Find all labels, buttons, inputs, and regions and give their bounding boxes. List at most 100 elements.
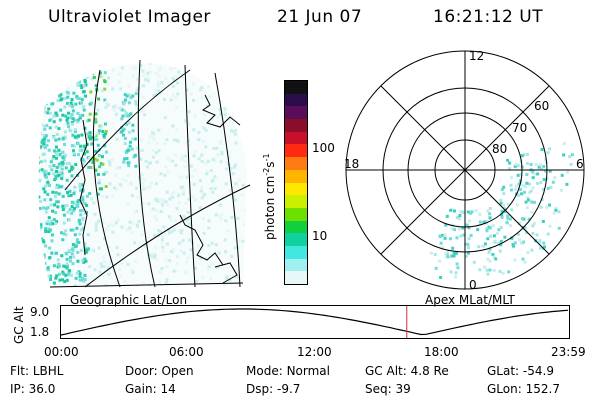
colorbar-band xyxy=(285,93,307,107)
emission-pixel xyxy=(529,189,533,193)
emission-pixel xyxy=(108,222,112,226)
emission-pixel xyxy=(77,97,81,101)
emission-pixel xyxy=(118,267,122,271)
emission-pixel xyxy=(74,276,78,280)
emission-pixel xyxy=(54,191,58,195)
emission-pixel xyxy=(452,228,456,232)
emission-pixel xyxy=(232,290,235,293)
emission-pixel xyxy=(467,226,471,230)
emission-pixel xyxy=(193,65,197,69)
emission-pixel xyxy=(520,192,524,196)
emission-pixel xyxy=(154,208,158,212)
emission-pixel xyxy=(88,137,92,141)
emission-pixel xyxy=(439,241,443,245)
emission-pixel xyxy=(45,82,49,86)
emission-pixel xyxy=(34,130,37,133)
emission-pixel xyxy=(542,241,546,245)
emission-pixel xyxy=(451,246,455,250)
emission-pixel xyxy=(54,79,58,83)
emission-pixel xyxy=(569,162,573,166)
emission-pixel xyxy=(103,237,107,241)
emission-pixel xyxy=(531,232,535,236)
emission-pixel xyxy=(464,242,468,246)
emission-pixel xyxy=(150,254,154,258)
emission-pixel xyxy=(193,114,197,118)
emission-pixel xyxy=(71,62,75,66)
emission-pixel xyxy=(38,140,42,144)
emission-pixel xyxy=(438,259,442,263)
emission-pixel xyxy=(155,182,159,186)
emission-pixel xyxy=(49,117,53,121)
emission-pixel xyxy=(78,66,82,70)
emission-pixel xyxy=(137,55,140,58)
emission-pixel xyxy=(218,81,222,85)
emission-pixel xyxy=(138,241,142,245)
emission-pixel xyxy=(202,231,206,235)
mlt-label-12: 12 xyxy=(469,49,484,63)
emission-pixel xyxy=(174,219,178,223)
emission-pixel xyxy=(60,171,64,175)
emission-pixel xyxy=(557,226,561,230)
emission-pixel xyxy=(125,228,129,232)
emission-pixel xyxy=(218,141,222,145)
emission-pixel xyxy=(100,265,104,269)
emission-pixel xyxy=(546,186,550,190)
emission-pixel xyxy=(158,68,162,72)
emission-pixel xyxy=(151,155,155,159)
emission-pixel xyxy=(501,203,505,207)
emission-pixel xyxy=(51,102,55,106)
emission-pixel xyxy=(507,270,511,274)
emission-pixel xyxy=(43,198,47,202)
emission-pixel xyxy=(220,152,224,156)
emission-pixel xyxy=(182,215,186,219)
time-tick-2359: 23:59 xyxy=(551,345,586,359)
emission-pixel xyxy=(48,278,52,282)
emission-pixel xyxy=(89,274,93,278)
emission-pixel xyxy=(128,144,132,148)
emission-pixel xyxy=(444,255,448,259)
emission-pixel xyxy=(78,278,82,282)
emission-pixel xyxy=(35,112,38,115)
emission-pixel xyxy=(78,116,82,120)
emission-pixel xyxy=(519,179,523,183)
emission-pixel xyxy=(120,57,123,60)
emission-pixel xyxy=(175,105,179,109)
emission-pixel xyxy=(33,113,36,116)
emission-pixel xyxy=(47,230,51,234)
emission-pixel xyxy=(135,209,139,213)
emission-pixel xyxy=(69,228,73,232)
emission-pixel xyxy=(189,231,193,235)
emission-pixel xyxy=(120,117,124,121)
emission-pixel xyxy=(235,65,239,69)
emission-pixel xyxy=(47,57,50,60)
emission-pixel xyxy=(41,98,45,102)
emission-pixel xyxy=(147,202,151,206)
emission-pixel xyxy=(59,185,63,189)
emission-pixel xyxy=(74,245,78,249)
emission-pixel xyxy=(96,219,100,223)
emission-pixel xyxy=(121,133,125,137)
emission-pixel xyxy=(65,101,69,105)
emission-pixel xyxy=(189,65,193,69)
emission-pixel xyxy=(28,115,31,118)
emission-pixel xyxy=(34,264,37,267)
emission-pixel xyxy=(134,92,138,96)
emission-pixel xyxy=(570,153,574,157)
emission-pixel xyxy=(228,278,232,282)
emission-pixel xyxy=(36,205,39,208)
emission-pixel xyxy=(44,66,48,70)
emission-pixel xyxy=(223,110,227,114)
emission-pixel xyxy=(33,155,36,158)
emission-pixel xyxy=(140,233,144,237)
emission-pixel xyxy=(523,260,527,264)
emission-pixel xyxy=(65,262,69,266)
emission-pixel xyxy=(28,148,31,151)
emission-pixel xyxy=(155,199,159,203)
emission-pixel xyxy=(189,62,193,66)
emission-pixel xyxy=(35,203,38,206)
emission-pixel xyxy=(117,80,121,84)
emission-pixel xyxy=(83,242,87,246)
emission-pixel xyxy=(211,190,215,194)
emission-pixel xyxy=(72,144,76,148)
emission-pixel xyxy=(164,200,168,204)
